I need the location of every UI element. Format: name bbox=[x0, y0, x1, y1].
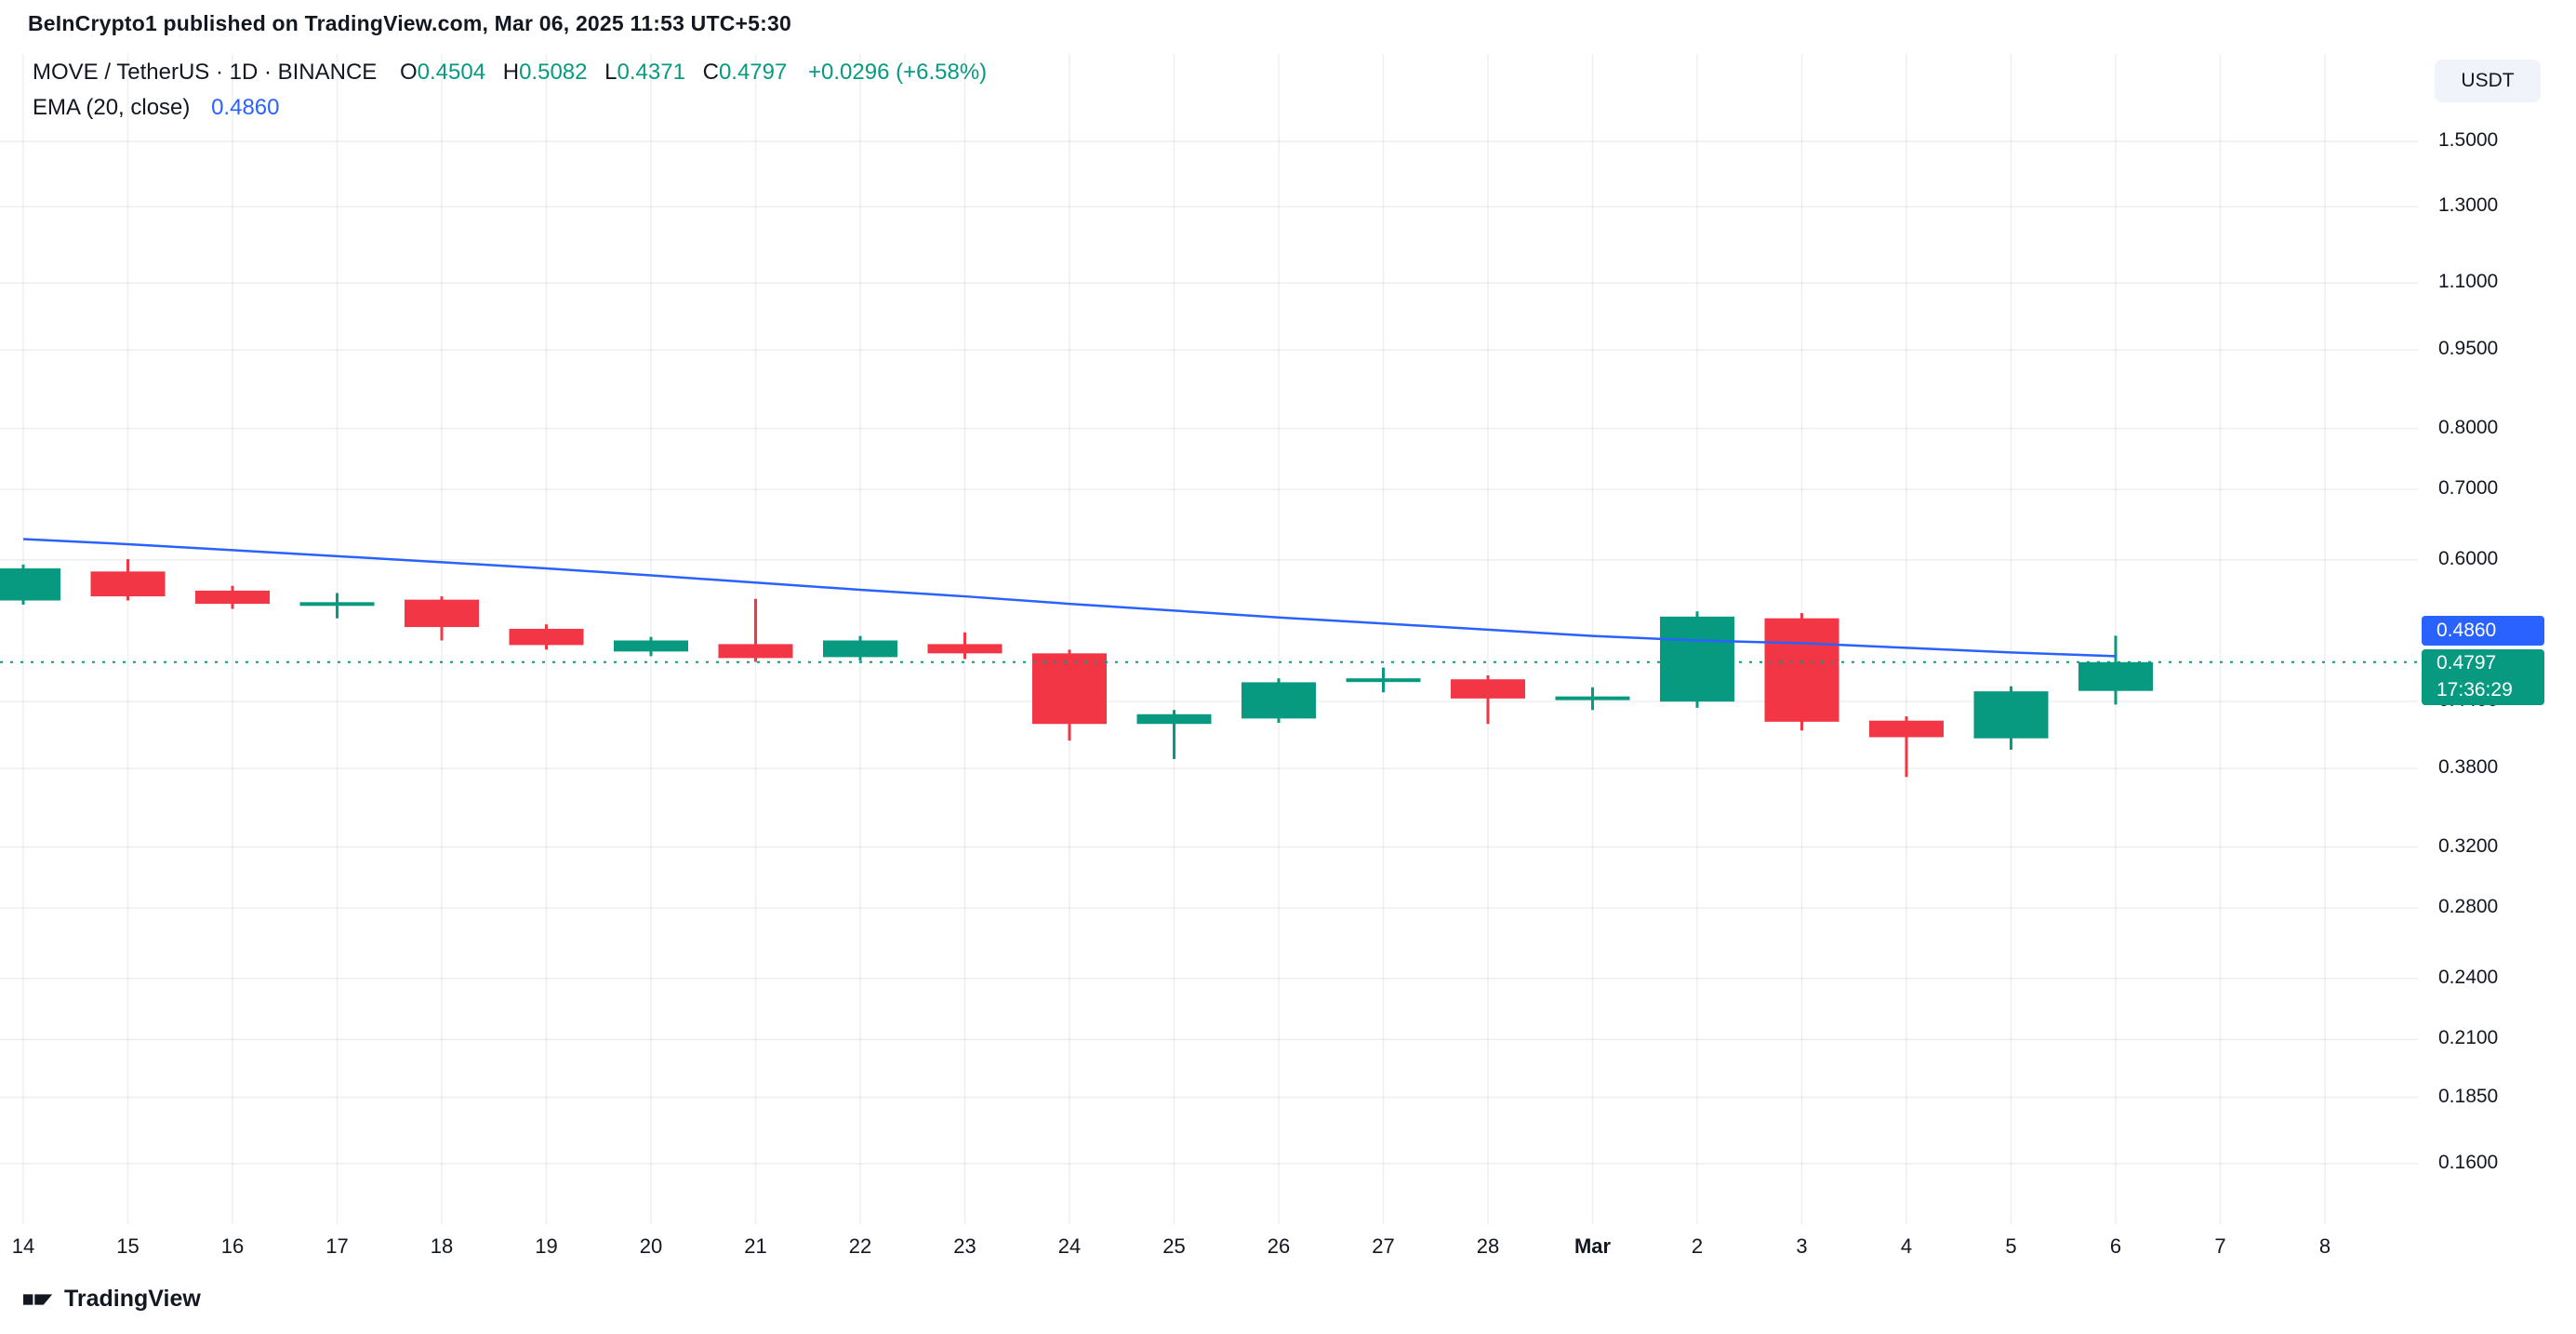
candle-body bbox=[1555, 696, 1630, 700]
time-tick-label: 22 bbox=[848, 1234, 872, 1258]
price-tick-label: 1.5000 bbox=[2438, 129, 2499, 151]
price-tick-label: 0.2400 bbox=[2438, 966, 2499, 988]
time-tick-label: 5 bbox=[2005, 1234, 2017, 1258]
ohlc-low: L0.4371 bbox=[604, 60, 685, 85]
change-value: +0.0296 (+6.58%) bbox=[808, 60, 988, 85]
candle-body bbox=[0, 567, 60, 601]
bar-countdown: 17:36:29 bbox=[2437, 678, 2513, 700]
price-tick-label: 0.2800 bbox=[2438, 896, 2499, 918]
price-tick-label: 1.1000 bbox=[2438, 271, 2499, 293]
time-tick-label: 4 bbox=[1900, 1234, 1913, 1258]
time-tick-label: 21 bbox=[744, 1234, 767, 1258]
candle-body bbox=[299, 602, 375, 607]
candle-body bbox=[1660, 616, 1734, 702]
last-price-value: 0.4797 bbox=[2437, 651, 2497, 674]
candle-body bbox=[1032, 653, 1107, 725]
time-tick-label: 24 bbox=[1057, 1234, 1082, 1258]
ema-indicator-value: 0.4860 bbox=[211, 95, 280, 120]
ema-indicator-legend[interactable]: EMA (20, close) 0.4860 bbox=[33, 95, 279, 121]
time-tick-label: 19 bbox=[535, 1234, 558, 1258]
time-tick-label: 16 bbox=[220, 1234, 245, 1258]
time-tick-label: 2 bbox=[1691, 1234, 1704, 1258]
time-tick-label: 8 bbox=[2318, 1234, 2331, 1258]
candle-body bbox=[1764, 618, 1839, 722]
attribution-text: BeInCrypto1 published on TradingView.com… bbox=[28, 11, 791, 35]
candle-body bbox=[1869, 720, 1944, 738]
symbol-legend[interactable]: MOVE / TetherUS · 1D · BINANCE O0.4504 H… bbox=[33, 60, 987, 86]
time-tick-label: 23 bbox=[953, 1234, 976, 1258]
time-tick-label: 27 bbox=[1372, 1234, 1395, 1258]
candle-body bbox=[614, 640, 688, 652]
price-tick-label: 0.6000 bbox=[2438, 547, 2499, 569]
symbol-title: MOVE / TetherUS · 1D · BINANCE bbox=[33, 60, 378, 85]
candle-body bbox=[90, 571, 166, 597]
time-tick-label: 15 bbox=[116, 1234, 139, 1258]
time-tick-label: 20 bbox=[639, 1234, 663, 1258]
tradingview-footer[interactable]: TradingView bbox=[23, 1286, 201, 1313]
candle-body bbox=[405, 599, 479, 628]
price-tick-label: 0.1600 bbox=[2438, 1151, 2499, 1173]
price-axis[interactable]: 1.5000 1.3000 1.1000 0.9500 0.8000 0.7000 0.60… bbox=[2418, 0, 2576, 1225]
time-tick-label: 3 bbox=[1796, 1234, 1808, 1258]
time-tick-label: 7 bbox=[2214, 1234, 2226, 1258]
price-tick-label: 0.7000 bbox=[2438, 477, 2499, 500]
price-tick-label: 0.3800 bbox=[2438, 756, 2499, 779]
ohlc-open: O0.4504 bbox=[399, 60, 486, 85]
tradingview-brand-text: TradingView bbox=[64, 1286, 201, 1312]
time-tick-label: 28 bbox=[1476, 1234, 1500, 1258]
ohlc-close: C0.4797 bbox=[702, 60, 788, 85]
time-tick-label: 26 bbox=[1267, 1234, 1291, 1258]
candle-body bbox=[1346, 678, 1421, 683]
candle-body bbox=[195, 590, 270, 605]
time-tick-label: 14 bbox=[11, 1234, 35, 1258]
time-tick-label: 18 bbox=[430, 1234, 454, 1258]
price-tick-label: 0.3200 bbox=[2438, 834, 2499, 857]
price-tick-label: 0.9500 bbox=[2438, 338, 2499, 360]
candle-body bbox=[1136, 714, 1212, 725]
price-tick-label: 1.3000 bbox=[2438, 194, 2499, 217]
candle-body bbox=[2078, 661, 2153, 691]
candle-body bbox=[823, 640, 897, 658]
price-tick-label: 0.2100 bbox=[2438, 1027, 2499, 1049]
ema-line bbox=[22, 538, 2117, 658]
candle-body bbox=[509, 628, 584, 646]
price-tick-label: 0.8000 bbox=[2438, 416, 2499, 438]
price-tick-label: 0.1850 bbox=[2438, 1085, 2499, 1107]
time-tick-label: 25 bbox=[1162, 1234, 1186, 1258]
time-tick-label: 6 bbox=[2109, 1234, 2122, 1258]
time-tick-label: Mar bbox=[1573, 1234, 1612, 1258]
ema-indicator-name: EMA (20, close) bbox=[33, 95, 191, 120]
candle-body bbox=[1451, 679, 1525, 699]
candle-body bbox=[1242, 682, 1316, 719]
candle-body bbox=[927, 644, 1003, 654]
candle-body bbox=[718, 644, 793, 659]
tradingview-logo-icon bbox=[23, 1289, 55, 1310]
candle-body bbox=[1973, 691, 2049, 739]
ohlc-high: H0.5082 bbox=[502, 60, 588, 85]
time-axis[interactable]: 14 15 16 17 18 19 20 21 22 23 24 25 26 27 28 Mar 2 3 4 5 6 7 8 bbox=[0, 1225, 2576, 1272]
ema-price-badge: 0.4860 bbox=[2422, 615, 2544, 646]
currency-usdt-button[interactable]: USDT bbox=[2435, 60, 2541, 102]
last-price-badge: 0.4797 17:36:29 bbox=[2422, 648, 2544, 705]
time-tick-label: 17 bbox=[325, 1234, 349, 1258]
